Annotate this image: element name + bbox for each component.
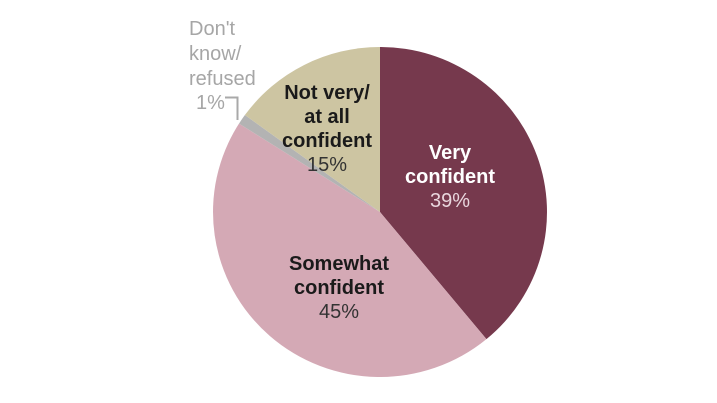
label-line: know/: [189, 43, 242, 65]
label-very-confident: Very confident 39%: [375, 141, 525, 213]
label-not-very-at-all-confident: Not very/ at all confident 15%: [252, 81, 402, 177]
pie-slices: [213, 47, 547, 377]
pie-slice-very-confident: [380, 47, 547, 340]
callout-line: [225, 96, 239, 120]
label-line: confident: [294, 277, 384, 299]
value-dont-know-refused: 1%: [196, 92, 225, 114]
value-very-confident: 39%: [429, 190, 471, 212]
label-line: Not very/: [284, 82, 370, 104]
pie-slice-dont-know-refused: [239, 115, 380, 212]
label-line: at all: [304, 106, 350, 128]
pie-slice-not-very-at-all-confident: [244, 47, 380, 212]
pie-slice-somewhat-confident: [213, 123, 487, 377]
label-line: confident: [282, 130, 372, 152]
label-line: Don't: [189, 18, 236, 40]
value-not-very-at-all-confident: 15%: [306, 154, 348, 176]
label-line: Somewhat: [288, 253, 390, 275]
label-somewhat-confident: Somewhat confident 45%: [264, 252, 414, 324]
label-line: Very: [428, 142, 472, 164]
label-dont-know-refused: Don't know/ refused: [189, 17, 256, 92]
label-line: refused: [189, 68, 256, 90]
label-line: confident: [405, 166, 495, 188]
value-somewhat-confident: 45%: [318, 301, 360, 323]
